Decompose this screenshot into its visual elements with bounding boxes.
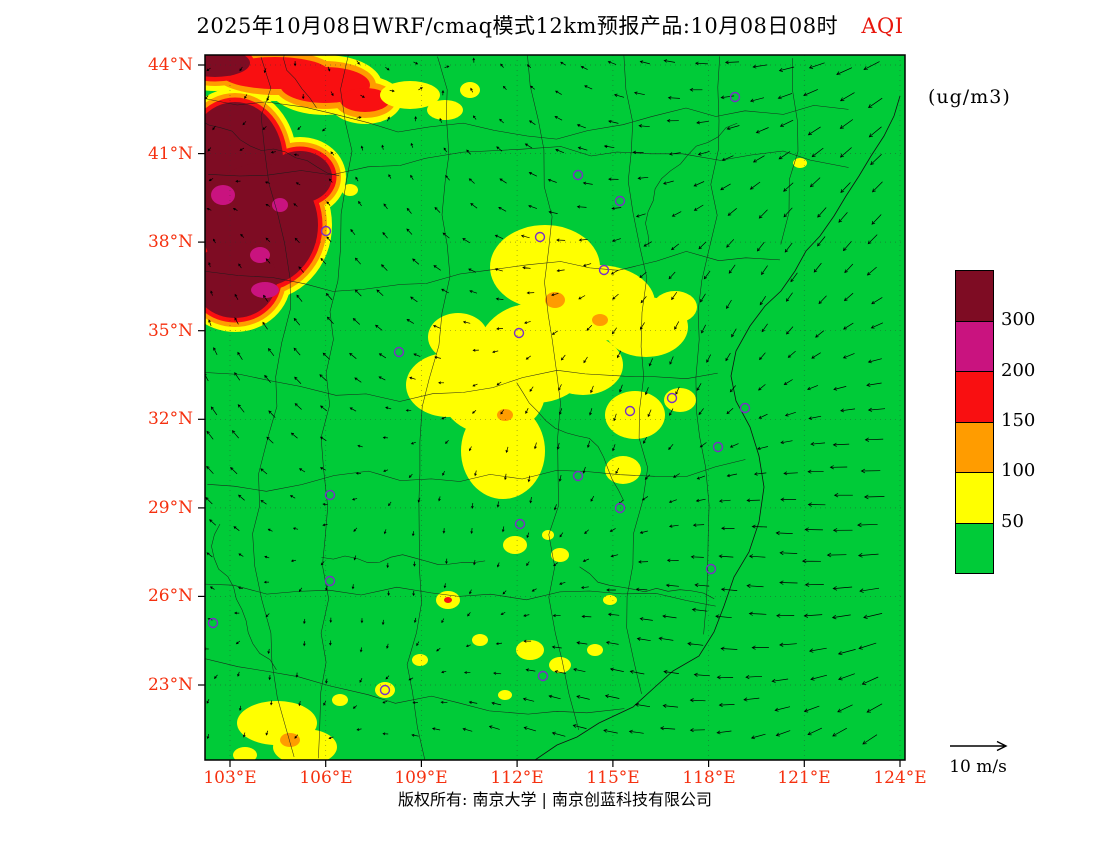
lon-tick-label: 118°E <box>682 768 736 788</box>
legend-label: 300 <box>1001 309 1036 330</box>
lat-tick-label: 35°N <box>147 321 193 341</box>
aqi-forecast-map <box>198 54 906 767</box>
coastline <box>534 95 901 760</box>
wind-vectors <box>205 57 886 745</box>
legend-cell-150-200 <box>956 372 993 423</box>
copyright-footer: 版权所有: 南京大学 | 南京创蓝科技有限公司 <box>397 790 713 809</box>
legend-label: 200 <box>1001 360 1036 381</box>
legend-cell-50-100 <box>956 473 993 524</box>
color-legend <box>955 270 994 574</box>
map-frame <box>204 54 906 761</box>
lon-tick-label: 121°E <box>777 768 831 788</box>
legend-cell-200-300 <box>956 321 993 372</box>
aqi-map-canvas <box>198 54 906 767</box>
legend-cell-100-150 <box>956 422 993 473</box>
lat-tick-label: 26°N <box>147 586 193 606</box>
lat-tick-label: 23°N <box>147 675 193 695</box>
province-boundaries <box>205 55 849 760</box>
lat-tick-label: 44°N <box>147 55 193 75</box>
lat-tick-label: 32°N <box>147 409 193 429</box>
lon-tick-label: 106°E <box>299 768 353 788</box>
lat-tick-label: 29°N <box>147 498 193 518</box>
axis-ticks <box>198 64 901 767</box>
wind-scale-label: 10 m/s <box>949 757 1007 777</box>
lon-tick-label: 124°E <box>873 768 927 788</box>
lat-tick-label: 38°N <box>147 232 193 252</box>
lon-tick-label: 115°E <box>586 768 640 788</box>
plot-title-text: 2025年10月08日WRF/cmaq模式12km预报产品:10月08日08时 <box>196 14 839 38</box>
plot-variable-label: AQI <box>861 14 904 38</box>
legend-cell-le50 <box>956 523 993 573</box>
legend-label: 100 <box>1001 460 1036 481</box>
map-layers <box>205 55 905 760</box>
lon-tick-label: 109°E <box>394 768 448 788</box>
legend-label: 150 <box>1001 410 1036 431</box>
wind-scale-arrow-icon <box>950 740 1008 752</box>
lat-tick-label: 41°N <box>147 144 193 164</box>
legend-cell-gt300 <box>956 271 993 322</box>
legend-label: 50 <box>1001 511 1024 532</box>
lon-tick-label: 103°E <box>203 768 257 788</box>
plot-title: 2025年10月08日WRF/cmaq模式12km预报产品:10月08日08时 … <box>0 10 1100 40</box>
units-label: (ug/m3) <box>928 86 1011 108</box>
city-markers <box>207 91 751 696</box>
lon-tick-label: 112°E <box>490 768 544 788</box>
